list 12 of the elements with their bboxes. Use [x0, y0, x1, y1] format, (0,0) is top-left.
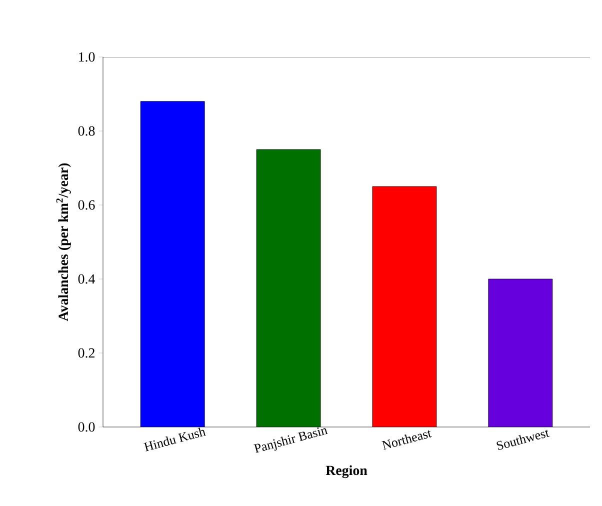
x-tick-label: Panjshir Basin: [254, 427, 328, 453]
y-tick-label: 0.2: [78, 348, 94, 358]
x-tick-label: Northeast: [382, 430, 432, 450]
y-tick-label: 0.0: [78, 422, 95, 432]
x-tick-label: Southwest: [496, 430, 550, 450]
y-tick-label: 0.8: [78, 126, 95, 136]
y-tick-label: 0.6: [78, 200, 95, 210]
x-tick-label: Hindu Kush: [144, 428, 206, 452]
y-tick-label: 0.4: [78, 274, 96, 284]
y-axis-title: Avalanches (per km$^{2}$/year): [56, 163, 71, 322]
x-axis-title: Region: [326, 465, 368, 478]
y-tick-label: 1.0: [79, 52, 95, 62]
